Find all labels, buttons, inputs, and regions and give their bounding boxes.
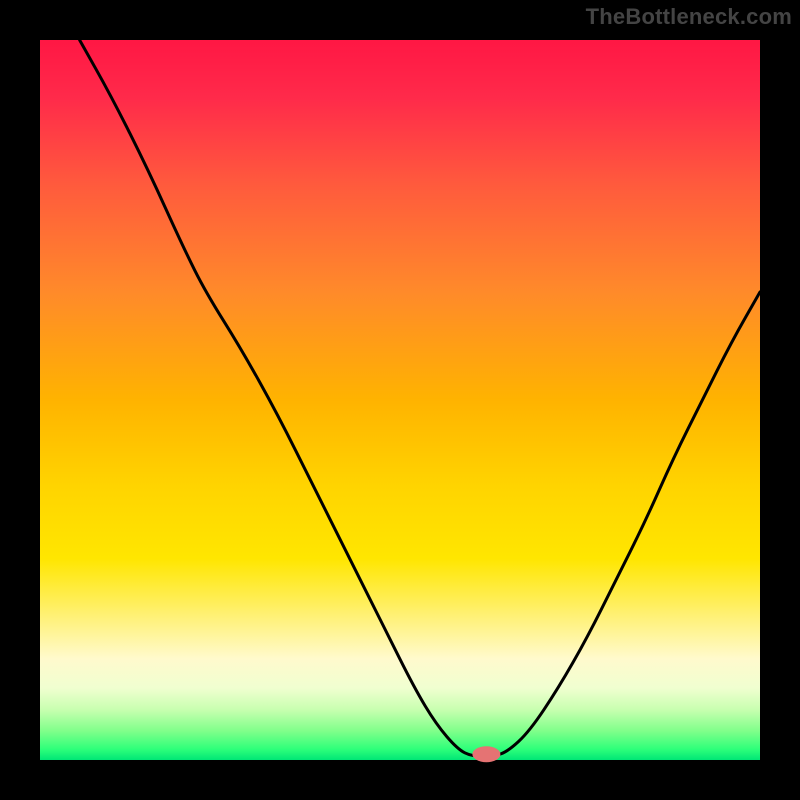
chart-svg — [0, 0, 800, 800]
bottleneck-chart: TheBottleneck.com — [0, 0, 800, 800]
plot-background — [40, 40, 760, 760]
optimal-marker — [472, 746, 500, 762]
watermark-text: TheBottleneck.com — [586, 4, 792, 30]
